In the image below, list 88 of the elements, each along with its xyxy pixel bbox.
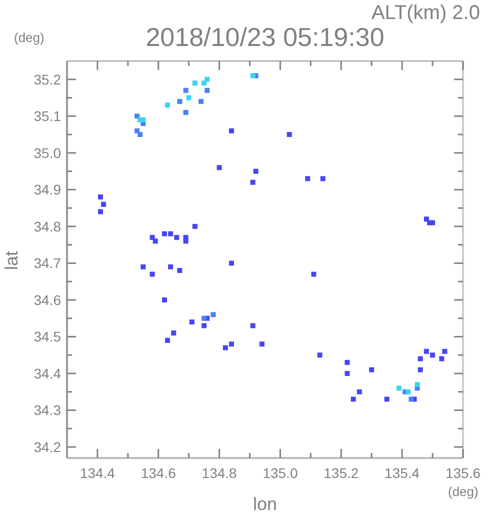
x-tick-label: 134.4 [80, 465, 116, 481]
text: (deg) [14, 30, 46, 45]
y-tick-label: 34.8 [34, 218, 62, 234]
point [168, 231, 174, 236]
point [152, 238, 158, 244]
point [216, 165, 222, 170]
point [408, 396, 414, 402]
point [165, 102, 170, 108]
point [134, 114, 140, 119]
point [250, 73, 256, 78]
point [369, 367, 374, 372]
y-tick-label: 34.7 [34, 255, 62, 272]
point [430, 220, 436, 226]
point [396, 386, 402, 391]
point [162, 297, 167, 302]
y-tick-label: 34.2 [34, 438, 62, 455]
point [228, 342, 234, 347]
point [305, 176, 310, 182]
point [140, 117, 146, 122]
point [317, 352, 322, 358]
point [189, 319, 194, 324]
point [101, 202, 106, 207]
point [259, 342, 264, 347]
y-tick-label: 35.2 [34, 71, 62, 88]
y-tick-label: 35.1 [34, 108, 62, 124]
point [344, 370, 350, 376]
point [406, 389, 411, 394]
point [384, 396, 390, 402]
point [424, 348, 429, 354]
point [183, 88, 188, 93]
point [204, 88, 210, 93]
point [442, 348, 448, 354]
point [150, 272, 155, 277]
point [222, 345, 228, 350]
point [204, 76, 210, 82]
point [250, 180, 256, 185]
x-tick-label: 135.0 [262, 465, 298, 481]
text: ALT(km) 2.0 [370, 2, 480, 25]
point [311, 272, 316, 277]
y-tick-label: 34.4 [34, 365, 62, 382]
y-tick-label: 35.0 [34, 144, 62, 161]
y-tick-label: 34.6 [34, 292, 62, 308]
x-tick-label: 135.2 [324, 465, 359, 481]
x-tick-label: 134.8 [202, 465, 238, 481]
point [140, 264, 146, 270]
point [344, 360, 350, 365]
y-tick-label: 34.3 [34, 402, 62, 418]
y-axis-title: lat [2, 250, 22, 272]
point [418, 356, 423, 362]
point [418, 367, 423, 372]
text: (deg) [448, 484, 480, 499]
point [186, 95, 192, 100]
point [183, 234, 188, 240]
point [228, 260, 234, 266]
point [202, 323, 207, 328]
x-tick-label: 135.4 [384, 465, 420, 481]
point [168, 264, 174, 270]
point [350, 396, 356, 402]
point [198, 98, 204, 104]
point [192, 80, 198, 86]
x-axis-title: lon [252, 494, 278, 515]
point [177, 98, 182, 104]
point [183, 110, 188, 115]
point [165, 338, 170, 343]
y-tick-label: 34.9 [34, 182, 62, 198]
x-tick-label: 134.6 [140, 465, 176, 481]
point [171, 330, 176, 336]
point [134, 128, 140, 134]
point [192, 224, 198, 229]
point [439, 356, 444, 362]
point [98, 209, 104, 214]
point [320, 176, 326, 182]
point [228, 128, 234, 134]
point [414, 382, 420, 387]
point [430, 352, 436, 358]
chart-title: 2018/10/23 05:19:30 [144, 22, 384, 53]
y-tick-label: 34.5 [34, 328, 62, 345]
point [253, 168, 258, 174]
point [210, 312, 216, 318]
point [174, 234, 180, 240]
point [202, 316, 207, 321]
point [356, 389, 362, 394]
point [177, 268, 182, 274]
point [250, 323, 256, 328]
x-tick-label: 135.6 [445, 465, 481, 481]
point [162, 231, 167, 236]
point [98, 194, 104, 200]
point [286, 132, 292, 138]
